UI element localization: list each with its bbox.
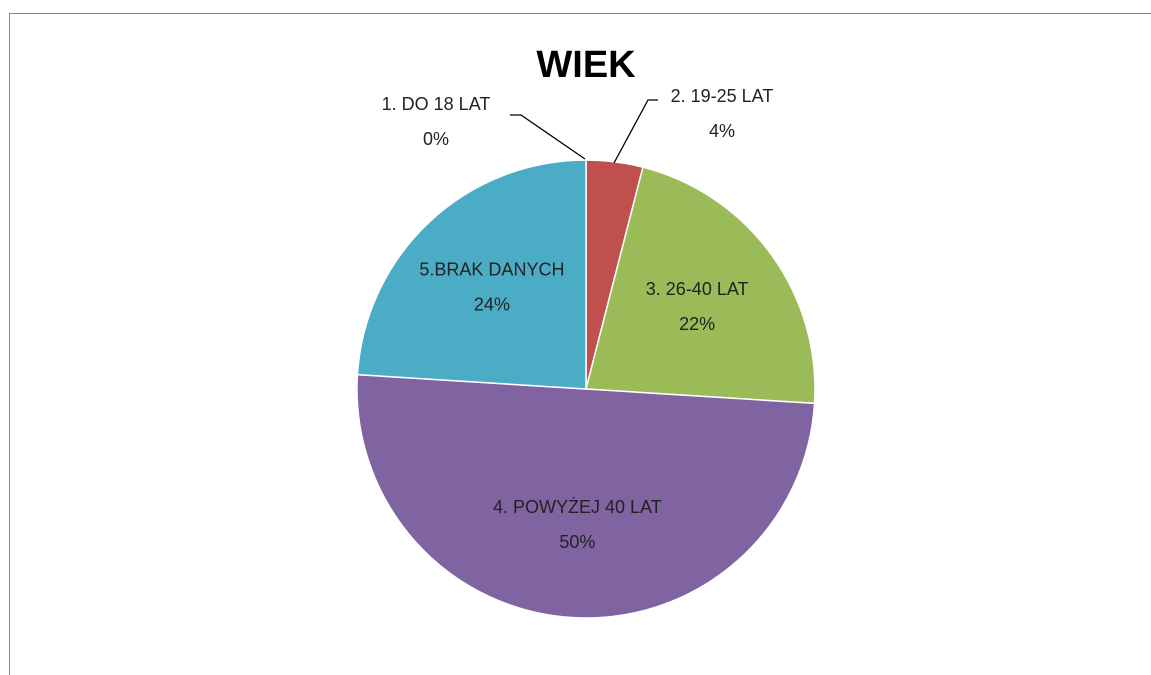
slice-label: 4. POWYŻEJ 40 LAT — [493, 497, 662, 517]
pie-slice — [356, 373, 816, 619]
chart-title: WIEK — [536, 44, 636, 86]
slice-value-label: 0% — [423, 129, 449, 149]
leader-line — [613, 99, 658, 164]
leader-line — [510, 114, 586, 160]
slice-value-label: 24% — [474, 295, 510, 315]
chart-frame — [9, 13, 1151, 675]
slice-label: 5.BRAK DANYCH — [419, 260, 564, 280]
pie-slice — [585, 166, 816, 405]
slice-label: 2. 19-25 LAT — [671, 86, 774, 106]
slice-value-label: 22% — [679, 314, 715, 334]
slice-value-label: 50% — [559, 532, 595, 552]
slice-value-label: 4% — [709, 121, 735, 141]
slice-label: 1. DO 18 LAT — [382, 94, 491, 114]
pie-slice — [356, 159, 587, 390]
slice-label: 3. 26-40 LAT — [646, 279, 749, 299]
